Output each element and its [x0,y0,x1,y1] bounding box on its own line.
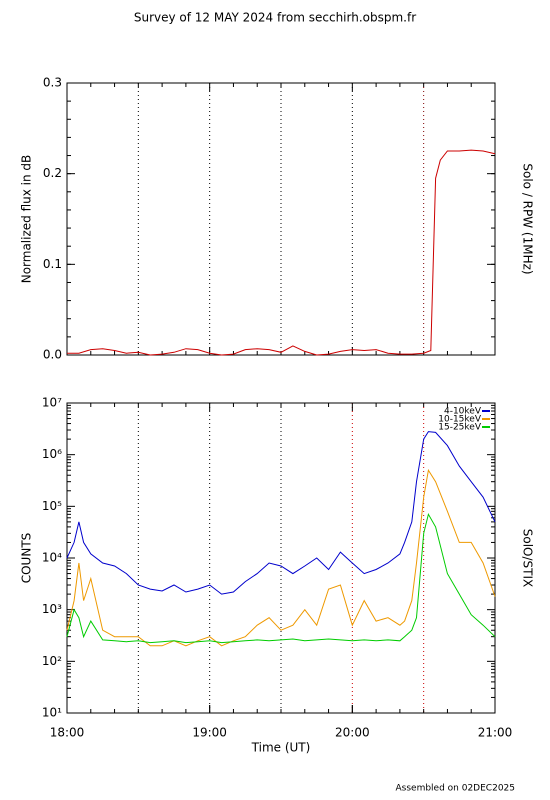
y-tick-label: 0.2 [43,166,62,180]
y-tick-label: 0.1 [43,257,62,271]
x-tick-label: 20:00 [335,726,370,740]
series-line [66,512,496,644]
series-line [67,149,496,356]
y-tick-label: 0.3 [43,76,62,90]
y-tick-label: 10⁵ [42,499,62,513]
y-tick-label: 10⁴ [42,551,62,565]
x-tick-label: 18:00 [50,726,85,740]
y-axis-label: Normalized flux in dB [20,155,34,284]
page-title: Survey of 12 MAY 2024 from secchirh.obsp… [134,11,416,25]
legend-label: 4-10keV [444,407,482,417]
x-tick-label: 19:00 [192,726,227,740]
y-axis-label: COUNTS [20,533,34,584]
y-tick-label: 10⁶ [42,447,62,461]
y-tick-label: 10² [42,654,62,668]
y-tick-label: 0.0 [43,348,62,362]
y-tick-label: 10¹ [42,706,62,720]
right-axis-label: SolO/STIX [521,529,535,588]
series-line [66,431,496,595]
y-tick-label: 10³ [42,602,62,616]
legend-label: 10-15keV [438,415,482,425]
y-tick-label: 10⁷ [42,396,62,410]
x-tick-label: 21:00 [478,726,513,740]
legend-label: 15-25keV [438,423,482,433]
series-line [66,468,496,647]
right-axis-label: Solo / RPW (1MHz) [521,163,535,274]
x-axis-label: Time (UT) [251,741,311,755]
footer: Assembled on 02DEC2025 [396,784,516,794]
